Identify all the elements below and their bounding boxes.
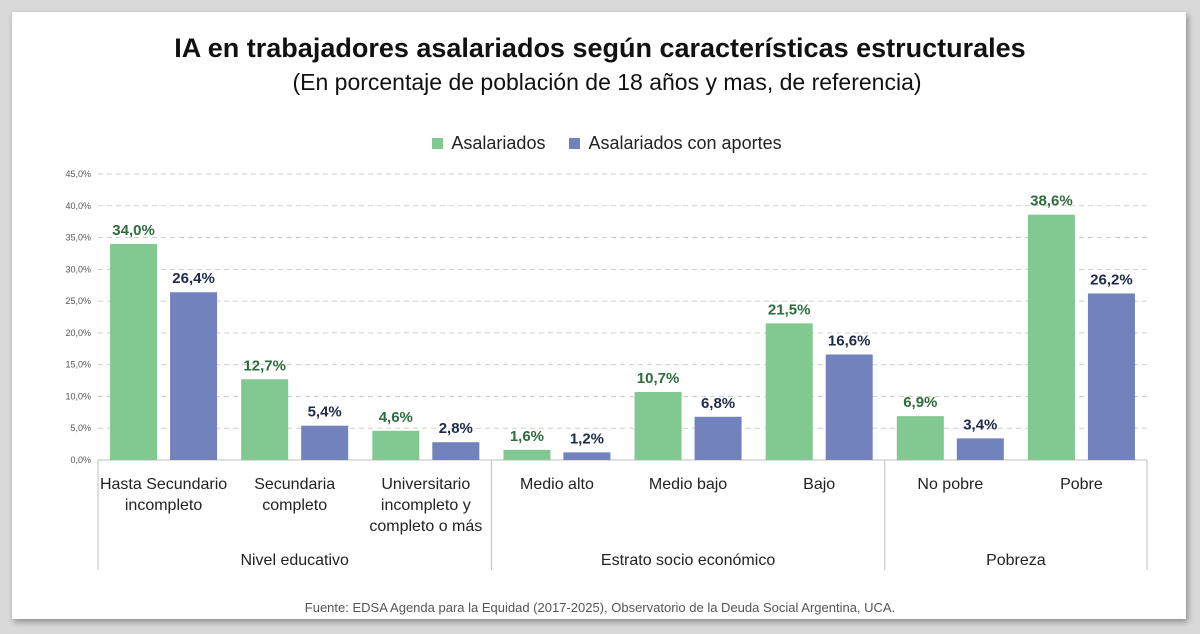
bar	[241, 379, 289, 460]
data-label: 21,5%	[768, 301, 811, 318]
data-label: 1,6%	[510, 428, 544, 445]
bar	[956, 438, 1004, 460]
group-label: Nivel educativo	[240, 552, 349, 569]
group-label: Estrato socio económico	[601, 552, 775, 569]
x-tick-label: incompleto	[125, 497, 202, 514]
y-tick-label: 15,0%	[65, 360, 91, 370]
legend-label-asalariados-con-aportes: Asalariados con aportes	[588, 133, 782, 153]
bar	[765, 323, 813, 460]
legend-swatch-asalariados-con-aportes	[569, 138, 581, 149]
x-tick-label: completo	[262, 497, 327, 514]
data-label: 3,4%	[963, 416, 997, 433]
data-label: 10,7%	[637, 370, 680, 387]
x-tick-label: Medio bajo	[649, 476, 727, 493]
data-label: 12,7%	[243, 357, 286, 374]
y-tick-label: 35,0%	[65, 233, 91, 243]
data-label: 5,4%	[308, 404, 342, 421]
x-tick-label: Hasta Secundario	[100, 476, 227, 493]
y-tick-label: 40,0%	[65, 201, 91, 211]
legend-item-asalariados-con-aportes: Asalariados con aportes	[569, 133, 782, 154]
x-tick-label: Universitario	[381, 476, 470, 493]
bar	[301, 425, 349, 460]
bar	[372, 430, 420, 460]
y-tick-label: 45,0%	[65, 169, 91, 179]
legend-label-asalariados: Asalariados	[451, 133, 546, 153]
data-label: 6,9%	[903, 394, 937, 411]
data-label: 6,8%	[701, 395, 735, 412]
data-label: 26,4%	[172, 270, 215, 287]
x-tick-label: Secundaria	[254, 476, 335, 493]
data-label: 26,2%	[1090, 271, 1133, 288]
y-tick-label: 5,0%	[70, 423, 91, 433]
y-tick-label: 20,0%	[65, 328, 91, 338]
x-tick-label: completo o más	[369, 518, 482, 535]
bar	[1087, 293, 1135, 460]
y-tick-label: 10,0%	[65, 391, 91, 401]
bar	[896, 416, 944, 460]
x-tick-label: Medio alto	[520, 476, 594, 493]
bar	[634, 391, 682, 460]
x-tick-label: Bajo	[803, 476, 835, 493]
bar	[110, 243, 158, 460]
source-note: Fuente: EDSA Agenda para la Equidad (201…	[304, 600, 896, 615]
chart-title: IA en trabajadores asalariados según car…	[174, 33, 1026, 63]
x-tick-label: incompleto y	[381, 497, 471, 514]
bar	[825, 354, 873, 460]
y-tick-label: 30,0%	[65, 264, 91, 274]
data-label: 1,2%	[570, 430, 604, 447]
data-label: 2,8%	[439, 420, 473, 437]
bar	[563, 452, 611, 460]
data-label: 38,6%	[1030, 193, 1073, 210]
legend-swatch-asalariados	[432, 138, 444, 149]
bar	[503, 449, 551, 460]
x-tick-label: Pobre	[1060, 476, 1103, 493]
bar	[694, 416, 742, 460]
legend-item-asalariados: Asalariados	[432, 133, 545, 154]
bar	[432, 442, 480, 460]
y-tick-label: 25,0%	[65, 296, 91, 306]
group-label: Pobreza	[986, 552, 1046, 569]
chart-subtitle: (En porcentaje de población de 18 años y…	[292, 69, 922, 95]
data-label: 4,6%	[379, 409, 413, 426]
bar	[1027, 214, 1075, 460]
bar	[170, 292, 218, 460]
data-label: 16,6%	[828, 332, 871, 349]
y-tick-label: 0,0%	[70, 455, 91, 465]
legend: Asalariados Asalariados con aportes	[0, 133, 1200, 154]
data-label: 34,0%	[112, 222, 155, 239]
x-tick-label: No pobre	[917, 476, 983, 493]
